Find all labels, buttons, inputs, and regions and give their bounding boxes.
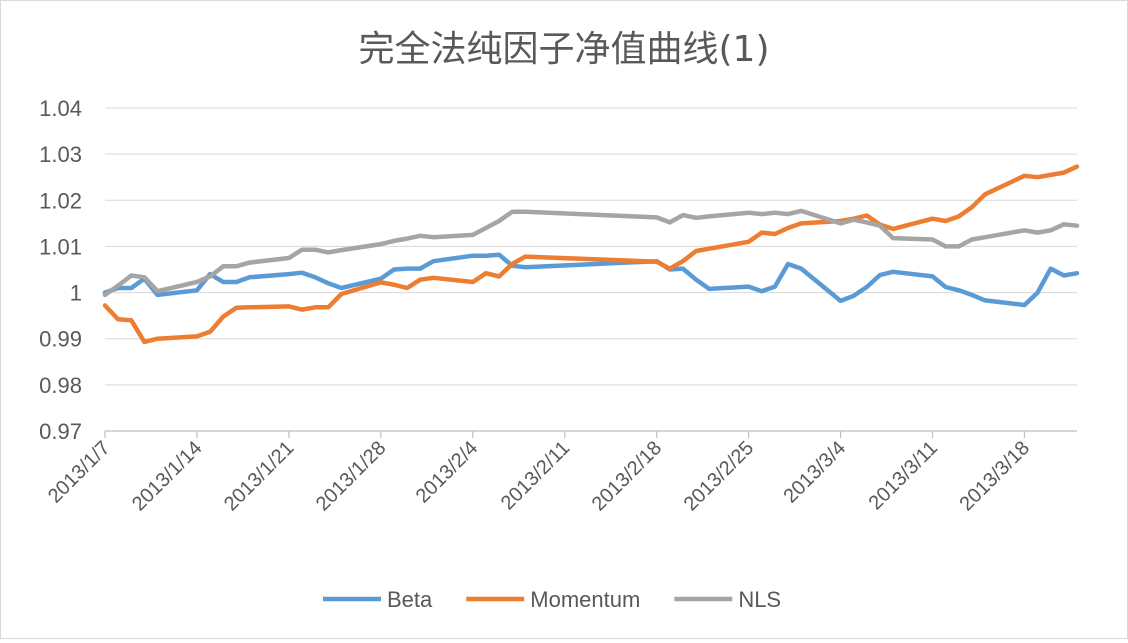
x-tick-label: 2013/2/11 [497,437,574,514]
x-tick-label: 2013/3/18 [956,437,1034,515]
y-tick-label: 1.01 [39,234,82,259]
series-line-beta [102,252,1080,308]
y-tick-label: 0.99 [39,327,82,352]
y-tick-label: 1 [70,281,82,306]
series-line-momentum [102,164,1080,345]
x-tick-label: 2013/1/7 [44,437,115,508]
gridlines [105,107,1077,386]
series-line-nls [102,208,1080,298]
x-tick-label: 2013/2/25 [680,437,758,515]
x-tick-label: 2013/1/28 [312,437,390,515]
legend-label-nls: NLS [738,587,781,612]
y-axis-tick-labels: 1.04 1.03 1.02 1.01 1 0.99 0.98 0.97 [39,96,82,444]
x-tick-label: 2013/3/11 [865,437,942,514]
x-axis [104,430,1077,438]
x-axis-tick-labels: 2013/1/7 2013/1/14 2013/1/21 2013/1/28 2013/… [44,437,1034,515]
x-tick-label: 2013/1/14 [128,437,206,515]
legend: Beta Momentum NLS [323,587,781,612]
y-tick-label: 0.97 [39,419,82,444]
x-tick-label: 2013/2/18 [588,437,666,515]
legend-label-beta: Beta [387,587,433,612]
y-tick-label: 1.03 [39,142,82,167]
x-tick-label: 2013/2/4 [412,437,483,508]
series-lines [102,164,1080,345]
legend-label-momentum: Momentum [530,587,640,612]
y-tick-label: 0.98 [39,373,82,398]
chart-title: 完全法纯因子净值曲线(1) [359,29,770,70]
x-tick-label: 2013/1/21 [220,437,298,515]
y-tick-label: 1.02 [39,188,82,213]
x-tick-label: 2013/3/4 [779,437,850,508]
y-tick-label: 1.04 [39,96,82,121]
